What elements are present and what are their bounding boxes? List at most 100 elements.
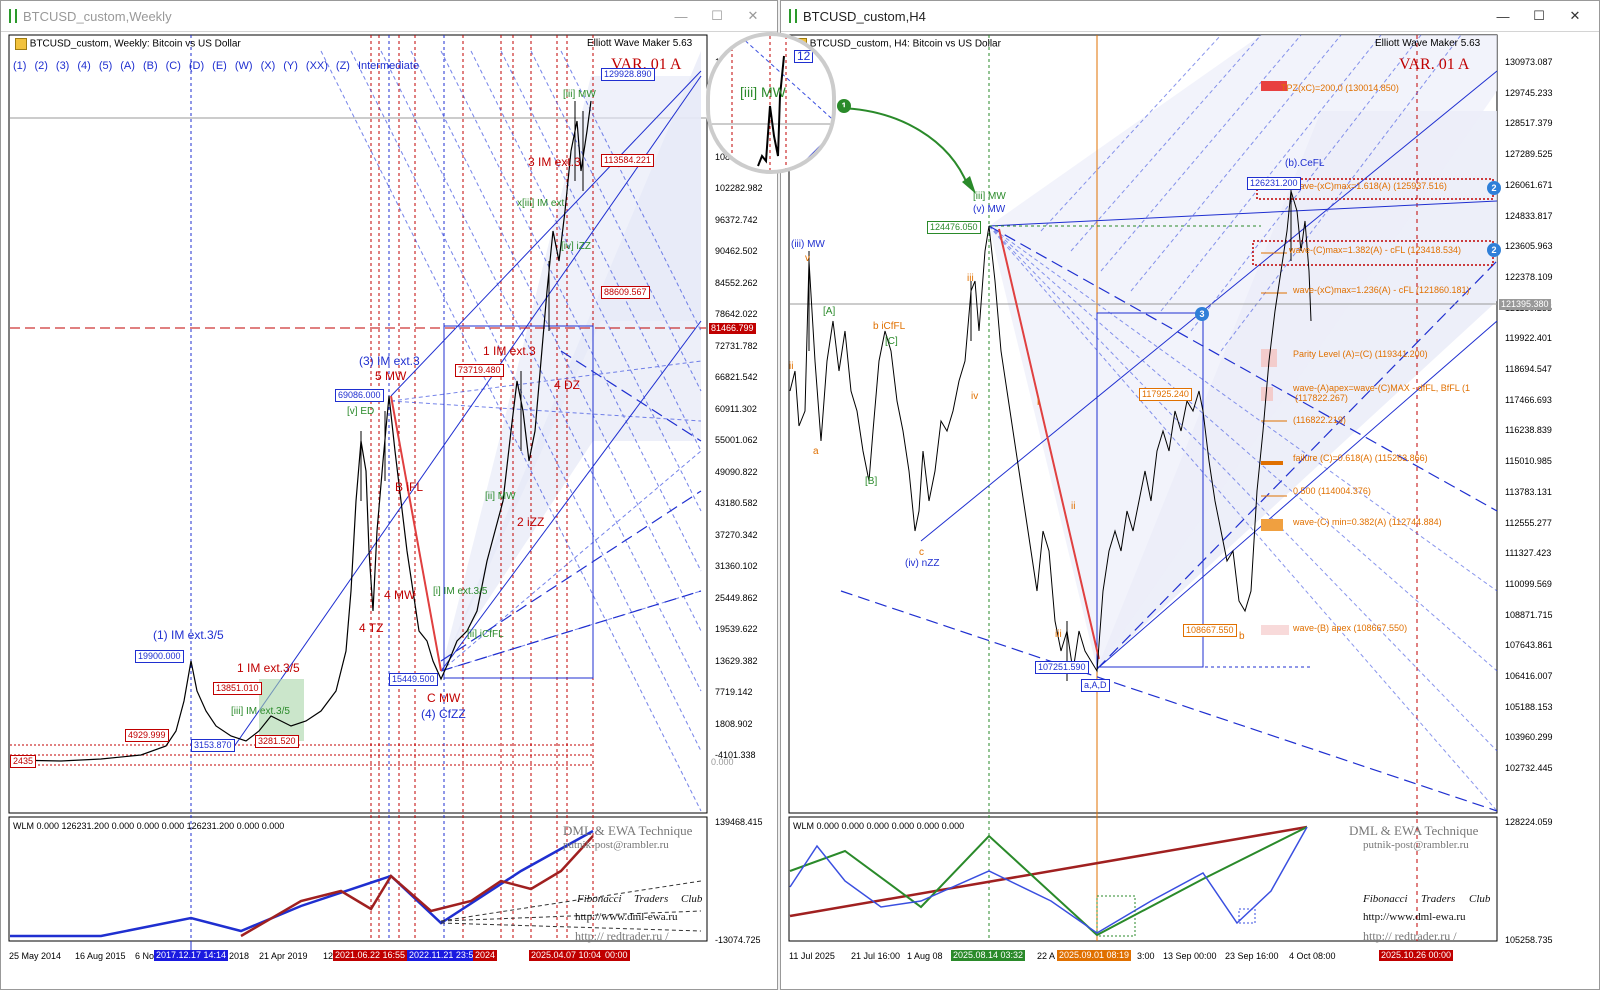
wave-label: (iv) nZZ: [905, 558, 940, 569]
fib-level-label: wave-(A)apex=wave-(C)MAX - dfFL, BfFL (1: [1293, 383, 1470, 393]
date-tag-red: 2021.06.22 16:55: [333, 950, 408, 961]
price-scale-label: 127289.525: [1505, 149, 1553, 160]
degree-button[interactable]: (5): [98, 60, 113, 72]
date-tag-orange: 2025.09.01 08:19: [1057, 950, 1132, 961]
h4-chart-svg: [788, 34, 1498, 942]
zero-price-tag: 0.000: [709, 757, 736, 768]
degree-button[interactable]: (3): [55, 60, 70, 72]
price-scale-label: 123605.963: [1505, 241, 1553, 252]
wave-label: (iii) MW: [791, 239, 825, 250]
price-scale-label: 115010.985: [1505, 456, 1552, 467]
wave-label: B iFL: [395, 480, 424, 494]
wave-label: 4 TZ: [359, 621, 384, 635]
wlm-indicator-label: WLM 0.000 126231.200 0.000 0.000 0.000 1…: [13, 821, 285, 831]
date-tag-red-3: 2025.04.07 10:04: [529, 950, 604, 961]
wave-label: c: [919, 547, 924, 558]
close-button[interactable]: ✕: [1569, 8, 1581, 23]
marker-badge[interactable]: 3: [1195, 307, 1209, 321]
degree-button[interactable]: (Y): [283, 60, 298, 72]
minimize-button[interactable]: —: [1496, 8, 1510, 24]
degree-button[interactable]: (C): [165, 60, 181, 72]
price-scale-label: -13074.725: [715, 935, 761, 945]
marker-badge[interactable]: 2: [1487, 181, 1501, 195]
redtrader-url-link[interactable]: http:// redtrader.ru /: [575, 929, 669, 943]
price-box: 3153.870: [191, 739, 235, 752]
dml-label: DML & EWA Technique: [1349, 823, 1479, 838]
wlm-indicator-label: WLM 0.000 0.000 0.000 0.000 0.000 0.000: [793, 821, 965, 831]
zoom-svg: [710, 36, 832, 170]
price-box: a,A,D: [1081, 679, 1110, 692]
date-label: 22 A: [1037, 951, 1056, 961]
price-scale[interactable]: 13...120...114...108193.222102282.982963…: [711, 31, 773, 989]
wave-label: [C]: [885, 336, 898, 347]
price-box: 107251.590: [1035, 661, 1089, 674]
maximize-button[interactable]: ☐: [711, 8, 723, 23]
fib-level-label: wave-(xC)max=1.618(A) (125937.516): [1293, 181, 1447, 191]
maximize-button[interactable]: ☐: [1533, 8, 1545, 23]
wave-label: [iv] iZZ: [561, 241, 591, 252]
price-scale-label: 117466.693: [1505, 394, 1552, 405]
degree-button[interactable]: (Z): [335, 60, 350, 72]
degree-button[interactable]: (2): [34, 60, 48, 72]
degree-button[interactable]: (E): [212, 60, 227, 72]
fib-level-label: (117822.267): [1295, 393, 1348, 403]
weekly-title-bar[interactable]: BTCUSD_custom,Weekly — ☐ ✕: [1, 1, 777, 32]
weekly-chart-window[interactable]: BTCUSD_custom,Weekly — ☐ ✕: [0, 0, 778, 990]
price-scale-label: 19539.622: [715, 624, 758, 634]
price-scale-label: 25449.862: [715, 592, 758, 603]
degree-button[interactable]: (4): [77, 60, 91, 72]
chart-info-label: BTCUSD_custom, Weekly: Bitcoin vs US Dol…: [15, 38, 241, 50]
weekly-chart-area[interactable]: BTCUSD_custom, Weekly: Bitcoin vs US Dol…: [1, 31, 777, 989]
marker-badge[interactable]: 2: [1487, 243, 1501, 257]
fib-label-1: Fibonacci: [1363, 893, 1408, 905]
fib-level-label: (116822.219): [1293, 415, 1346, 425]
h4-title-bar[interactable]: BTCUSD_custom,H4 — ☐ ✕: [781, 1, 1599, 32]
h4-chart-area[interactable]: BTCUSD_custom, H4: Bitcoin vs US Dollar …: [781, 31, 1599, 989]
degree-button[interactable]: (X): [260, 60, 276, 72]
redtrader-url-link[interactable]: http:// redtrader.ru /: [1363, 929, 1457, 943]
degree-button[interactable]: Intermediate: [357, 60, 420, 72]
price-scale-label: 107643.861: [1505, 640, 1553, 651]
wave-label: [A]: [823, 306, 836, 317]
price-scale-label: 122378.109: [1505, 271, 1553, 282]
dml-label: DML & EWA Technique: [563, 823, 693, 838]
degree-button[interactable]: (D): [188, 60, 205, 72]
price-tag-top: 129928.890: [601, 68, 655, 81]
close-button[interactable]: ✕: [747, 8, 759, 23]
degree-button[interactable]: (XX): [305, 60, 328, 72]
marker-badge[interactable]: 1: [837, 99, 851, 113]
wave-label: [ii] MW: [485, 491, 516, 502]
email-label: putnik-post@rambler.ru: [1363, 839, 1469, 851]
wave-label: (3) IM ext.3: [359, 354, 420, 368]
fib-level-label: failure (C)=0.618(A) (115263.866): [1293, 453, 1428, 463]
price-box: 19900.000: [135, 650, 184, 663]
fib-level-label: 0.500 (114004.376): [1293, 486, 1371, 496]
fib-label-3: Club: [681, 893, 703, 905]
wave-label: a: [813, 446, 819, 457]
price-scale-label: 72731.782: [715, 340, 758, 351]
h4-chart-window[interactable]: BTCUSD_custom,H4 — ☐ ✕: [780, 0, 1600, 990]
price-scale-label: 13629.382: [715, 655, 758, 666]
fib-label-2: Traders: [1421, 893, 1456, 905]
degree-button[interactable]: (1): [13, 60, 27, 72]
degree-button[interactable]: (B): [142, 60, 158, 72]
fib-label-1: Fibonacci: [577, 893, 622, 905]
degree-button[interactable]: (A): [120, 60, 135, 72]
wave-label: x[iii] IM ext: [517, 198, 565, 209]
dml-url-link[interactable]: http://www.dml-ewa.ru: [1363, 911, 1466, 923]
dml-url-link[interactable]: http://www.dml-ewa.ru: [575, 911, 678, 923]
degree-button[interactable]: (W): [234, 60, 253, 72]
symbol-info: BTCUSD_custom, H4: Bitcoin vs US Dollar: [809, 38, 1001, 50]
minimize-button[interactable]: —: [674, 8, 688, 24]
price-box: 3281.520: [255, 735, 299, 748]
wave-label: (b).CeFL: [1285, 158, 1325, 169]
price-scale-label: 96372.742: [715, 214, 758, 225]
price-scale-label: 31360.102: [715, 561, 758, 571]
degree-selector: (1) (2) (3) (4) (5) (A) (B) (C) (D) (E) (W) (X) (Y) (…: [13, 56, 427, 74]
price-scale-label: 116238.839: [1505, 425, 1552, 436]
price-scale[interactable]: 130973.087 129745.233 128517.379 127289.525…: [1501, 31, 1595, 989]
price-scale-label: 128224.059: [1505, 817, 1553, 827]
price-scale-label: 129745.233: [1505, 87, 1553, 98]
date-label: 16 Aug 2015: [75, 951, 126, 961]
price-tag-level: 88609.567: [601, 286, 650, 299]
